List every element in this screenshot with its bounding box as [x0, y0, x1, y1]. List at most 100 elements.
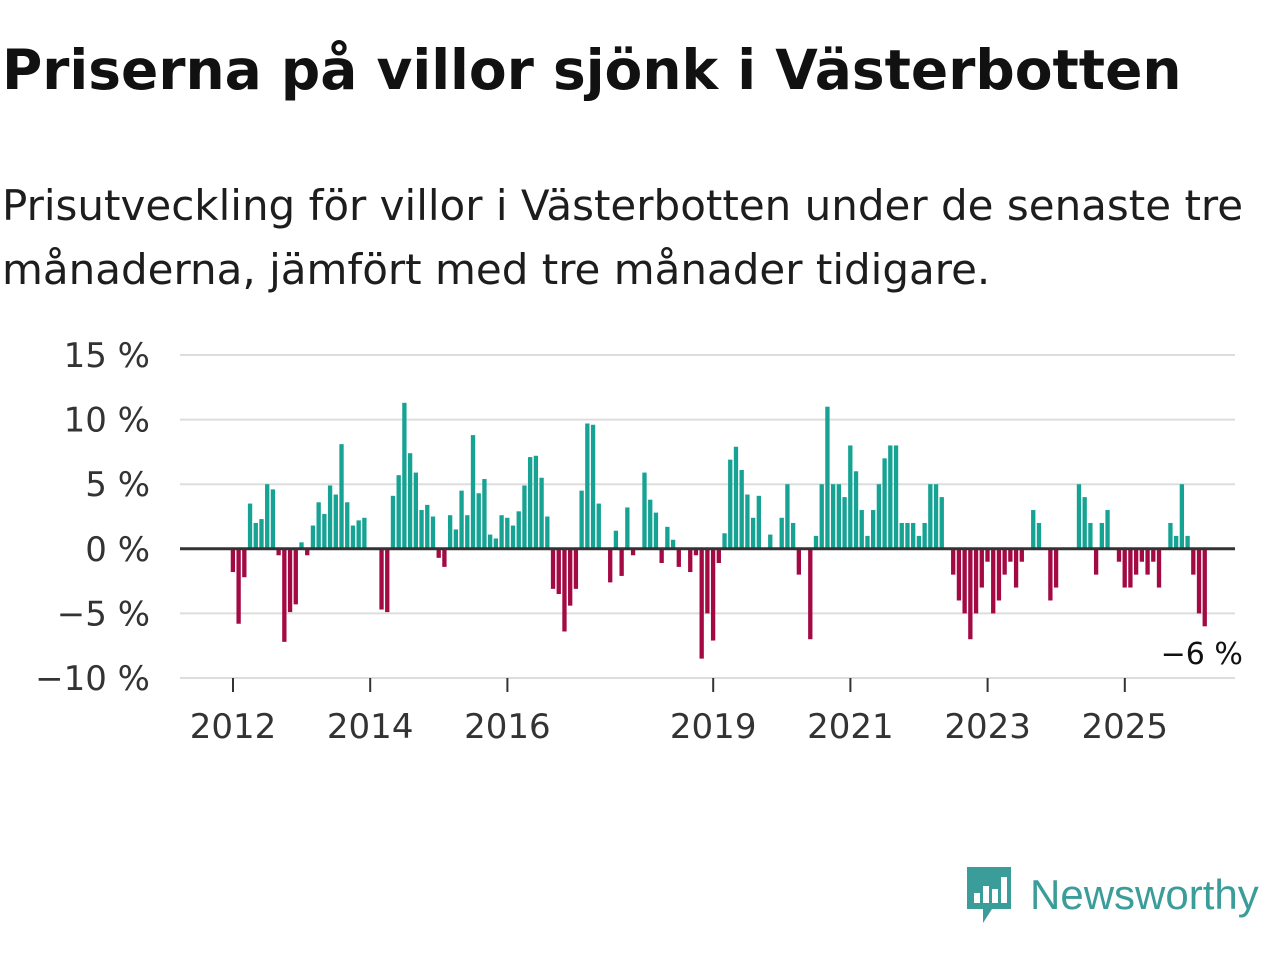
bar	[825, 406, 830, 549]
bar	[648, 499, 653, 549]
bar	[865, 535, 870, 549]
bar	[505, 517, 510, 549]
bar	[579, 490, 584, 549]
bar	[339, 444, 344, 549]
bar	[1002, 548, 1007, 575]
y-tick-label: 0 %	[85, 530, 150, 570]
bar	[242, 548, 247, 578]
bar	[1036, 522, 1042, 549]
bar	[625, 507, 630, 549]
bar	[1191, 548, 1196, 575]
bar	[550, 548, 556, 589]
x-tick-label: 2023	[944, 707, 1031, 747]
bar	[642, 472, 647, 549]
bar	[979, 548, 984, 588]
bar	[533, 455, 539, 549]
bar	[951, 548, 956, 575]
bar	[905, 522, 910, 549]
bar	[733, 446, 739, 549]
bar	[305, 548, 310, 556]
bar	[716, 548, 721, 564]
bar	[750, 517, 756, 549]
bar	[1202, 548, 1207, 627]
bar	[385, 548, 390, 613]
bar	[590, 424, 596, 549]
bar	[585, 423, 590, 549]
bar	[396, 475, 401, 549]
bar	[236, 548, 241, 624]
last-value-label: −6 %	[1161, 637, 1243, 672]
bar	[556, 548, 561, 595]
bar	[785, 484, 790, 549]
bar	[1048, 548, 1053, 601]
bar	[265, 484, 270, 549]
bar	[562, 548, 567, 632]
bar	[413, 472, 418, 549]
bar	[739, 469, 744, 549]
bar	[528, 457, 533, 549]
bar	[470, 435, 476, 549]
bar	[688, 548, 693, 573]
bar	[899, 522, 904, 549]
bar	[996, 548, 1002, 601]
bar	[459, 490, 464, 549]
bar	[1185, 535, 1190, 549]
bar	[1151, 548, 1156, 562]
bar	[985, 548, 990, 562]
bar	[956, 548, 962, 601]
bar	[670, 539, 676, 549]
bar	[911, 522, 916, 549]
bar	[316, 502, 321, 549]
bar	[1099, 522, 1104, 549]
x-tick-label: 2016	[464, 707, 551, 747]
bar	[888, 445, 893, 549]
bar	[516, 511, 521, 549]
bar	[756, 495, 761, 549]
bar	[333, 494, 338, 549]
y-tick-label: 10 %	[64, 401, 150, 441]
bar	[299, 542, 304, 549]
bar	[1122, 548, 1127, 588]
bar	[1196, 548, 1202, 614]
bar	[1082, 497, 1087, 549]
brand-name: Newsworthy	[1030, 871, 1259, 918]
bar	[362, 517, 367, 549]
bar	[1156, 548, 1162, 588]
x-tick-label: 2021	[807, 707, 894, 747]
bar	[287, 548, 293, 613]
bar	[276, 548, 281, 556]
bar	[808, 548, 813, 640]
bar	[568, 548, 573, 606]
bar	[779, 517, 784, 549]
bar	[253, 522, 258, 549]
bar	[510, 525, 516, 549]
bar	[916, 535, 922, 549]
bar	[796, 548, 802, 575]
bar	[407, 453, 413, 549]
bar	[1133, 548, 1139, 575]
bar	[608, 548, 613, 583]
bar	[345, 502, 350, 549]
bar	[962, 548, 967, 614]
x-tick-label: 2012	[190, 707, 277, 747]
bar	[1116, 548, 1122, 562]
bar	[247, 503, 253, 549]
y-tick-label: 15 %	[64, 336, 150, 376]
bar	[539, 477, 544, 549]
bar	[790, 522, 796, 549]
bar	[630, 548, 636, 556]
bar	[768, 534, 773, 549]
bar	[699, 548, 704, 659]
bar	[493, 538, 499, 549]
bar	[482, 479, 487, 549]
bar	[270, 489, 276, 549]
bar	[928, 484, 933, 549]
bar	[1105, 510, 1110, 549]
bar	[710, 548, 716, 641]
bar	[676, 548, 681, 567]
bar	[1168, 522, 1173, 549]
bar	[876, 484, 882, 549]
bar	[819, 484, 824, 549]
bar	[1013, 548, 1019, 588]
